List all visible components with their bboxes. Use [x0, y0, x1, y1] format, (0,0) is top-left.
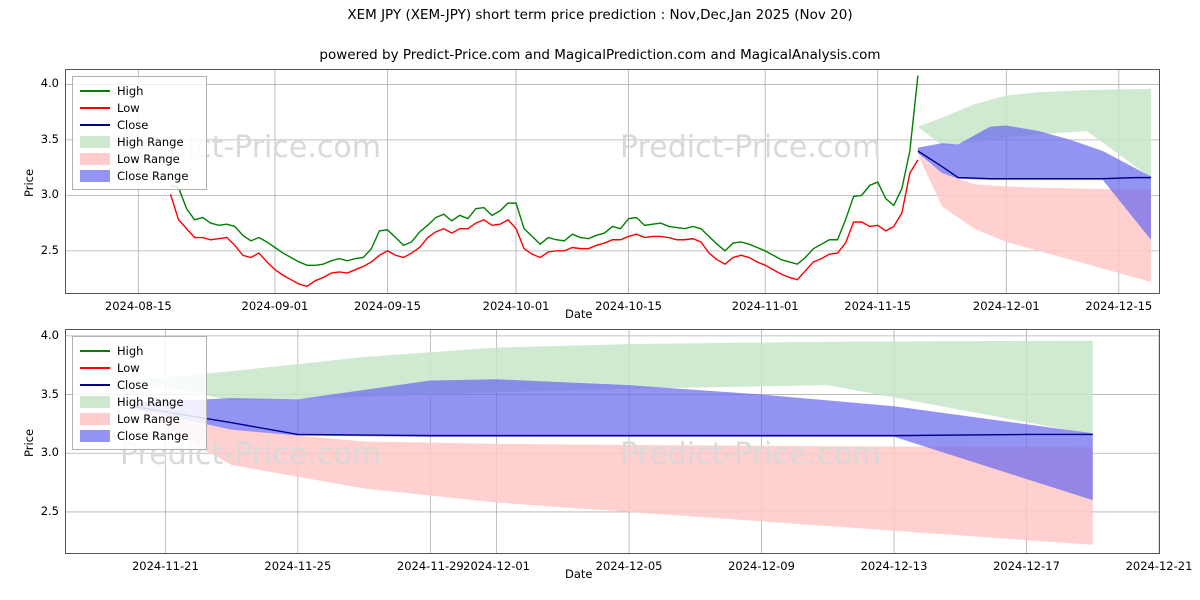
legend-item: Low	[80, 99, 199, 116]
ytick-label: 4.0	[40, 327, 59, 342]
legend-label: Low	[117, 360, 140, 375]
legend-label: High Range	[117, 134, 184, 149]
legend-label: High Range	[117, 394, 184, 409]
ytick-label: 3.0	[40, 187, 59, 202]
legend-item: Low Range	[80, 150, 199, 167]
bottom-chart-panel	[65, 329, 1160, 554]
legend-item: Close Range	[80, 167, 199, 184]
xtick-label: 2024-12-01	[972, 299, 1040, 313]
legend-item: High Range	[80, 133, 199, 150]
legend-line-swatch	[80, 119, 110, 131]
bottom-chart-xlabel: Date	[565, 567, 593, 581]
legend-patch-swatch	[80, 429, 110, 442]
legend-label: Close Range	[117, 428, 189, 443]
legend-label: Close	[117, 377, 149, 392]
legend-item: Close Range	[80, 427, 199, 444]
xtick-label: 2024-11-21	[131, 559, 199, 573]
legend-patch-swatch	[80, 412, 110, 425]
legend-label: Low	[117, 100, 140, 115]
legend-line-swatch	[80, 102, 110, 114]
legend-patch-swatch	[80, 152, 110, 165]
xtick-label: 2024-12-13	[860, 559, 928, 573]
legend-item: High Range	[80, 393, 199, 410]
ytick-label: 2.5	[40, 242, 59, 257]
legend-label: Close	[117, 117, 149, 132]
xtick-label: 2024-11-25	[264, 559, 332, 573]
legend-patch-swatch	[80, 395, 110, 408]
legend-line-swatch	[80, 379, 110, 391]
xtick-label: 2024-08-15	[104, 299, 172, 313]
legend-patch-swatch	[80, 135, 110, 148]
legend-item: Low	[80, 359, 199, 376]
bottom-chart-canvas	[66, 330, 1159, 553]
xtick-label: 2024-12-01	[463, 559, 530, 573]
xtick-label: 2024-09-01	[241, 299, 309, 313]
legend-label: Close Range	[117, 168, 189, 183]
legend-line-swatch	[80, 362, 110, 374]
xtick-label: 2024-10-01	[482, 299, 550, 313]
legend-item: Low Range	[80, 410, 199, 427]
xtick-label: 2024-12-09	[728, 559, 795, 573]
top-chart-legend: High Low Close High Range Low Range Close Ran…	[72, 76, 207, 190]
top-chart-xlabel: Date	[565, 307, 593, 321]
legend-item: High	[80, 342, 199, 359]
xtick-label: 2024-11-15	[844, 299, 912, 313]
page-subtitle: powered by Predict-Price.com and Magical…	[319, 47, 881, 63]
ytick-label: 3.0	[40, 445, 59, 460]
legend-item: Close	[80, 116, 199, 133]
xtick-label: 2024-10-15	[595, 299, 662, 313]
xtick-label: 2024-09-15	[354, 299, 421, 313]
bottom-chart-legend: High Low Close High Range Low Range Close Ran…	[72, 336, 207, 450]
legend-item: High	[80, 82, 199, 99]
legend-line-swatch	[80, 85, 110, 97]
xtick-label: 2024-12-05	[595, 559, 663, 573]
legend-label: High	[117, 343, 144, 358]
ytick-label: 4.0	[40, 76, 59, 91]
legend-label: High	[117, 83, 144, 98]
top-chart-panel	[65, 69, 1160, 294]
xtick-label: 2024-11-29	[396, 559, 464, 573]
legend-item: Close	[80, 376, 199, 393]
xtick-label: 2024-12-15	[1085, 299, 1153, 313]
legend-line-swatch	[80, 345, 110, 357]
legend-label: Low Range	[117, 411, 180, 426]
ytick-label: 3.5	[40, 386, 59, 401]
legend-label: Low Range	[117, 151, 180, 166]
ytick-label: 3.5	[40, 131, 59, 146]
page-title: XEM JPY (XEM-JPY) short term price predi…	[347, 7, 853, 23]
xtick-label: 2024-12-21	[1125, 559, 1193, 573]
xtick-label: 2024-12-17	[993, 559, 1060, 573]
ytick-label: 2.5	[40, 503, 59, 518]
xtick-label: 2024-11-01	[731, 299, 799, 313]
legend-patch-swatch	[80, 169, 110, 182]
top-chart-canvas	[66, 70, 1159, 293]
